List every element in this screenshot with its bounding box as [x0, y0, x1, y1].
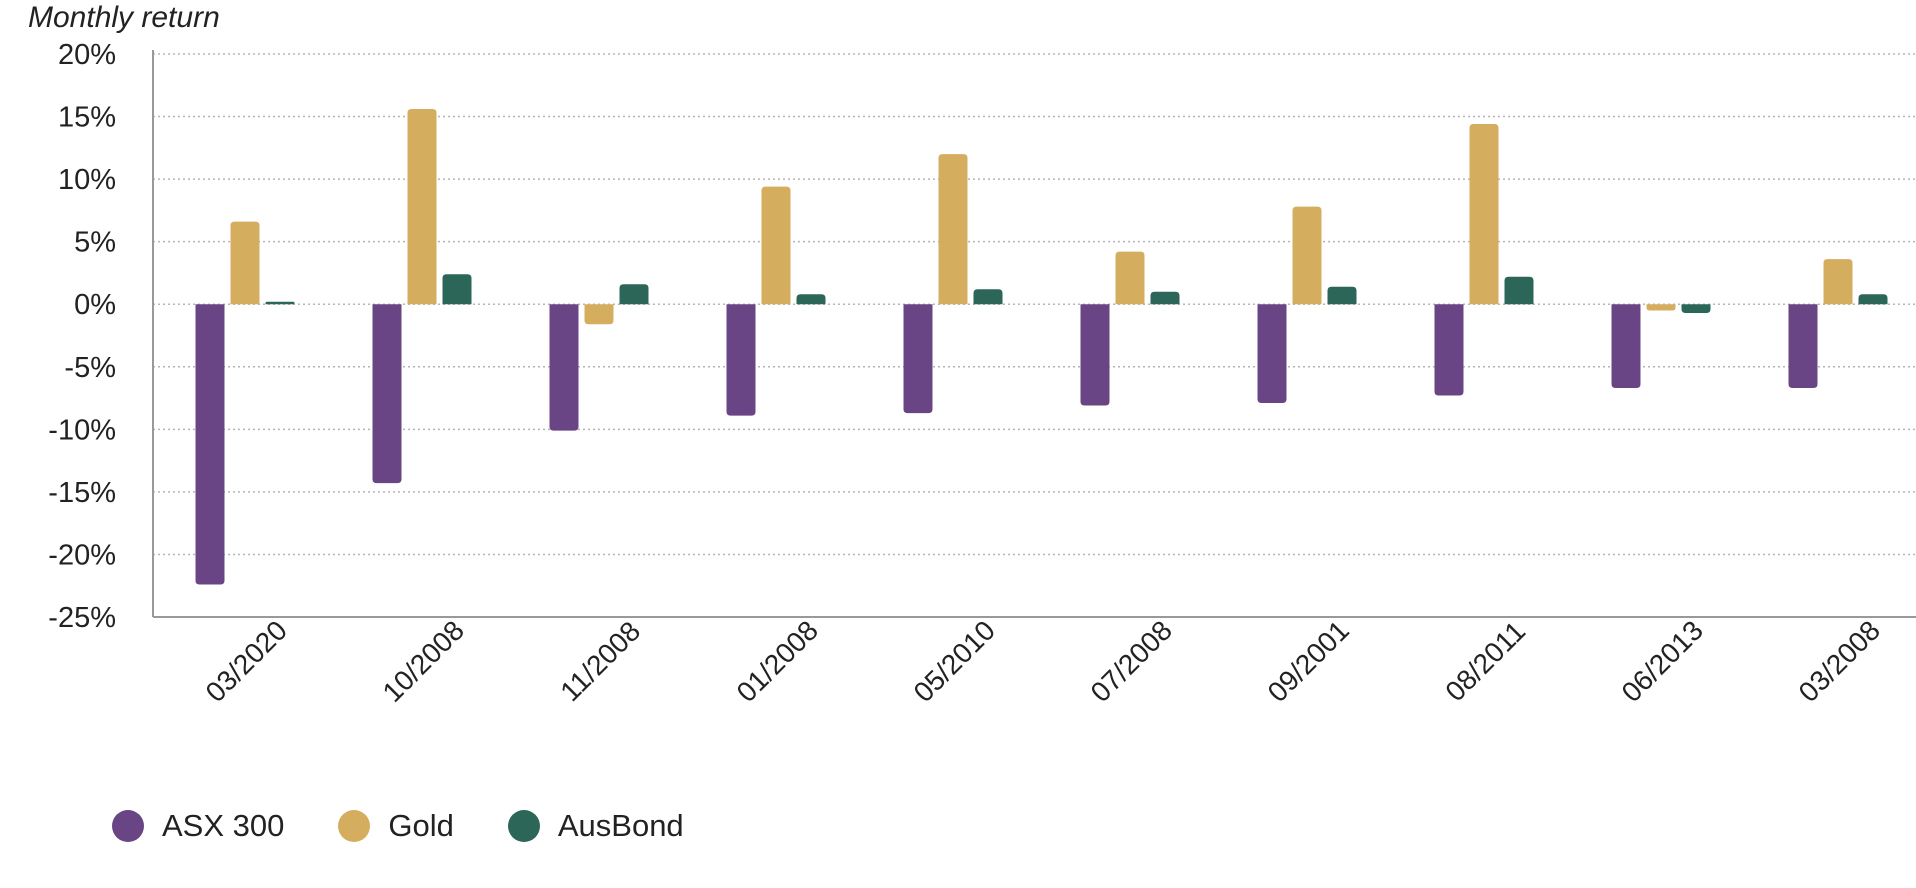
y-tick-label: 5%	[74, 227, 116, 259]
bar-ausbond	[619, 284, 649, 305]
bar-ausbond	[973, 289, 1003, 305]
legend-item-ausbond: AusBond	[507, 808, 684, 844]
bar-gold	[1115, 251, 1145, 305]
bar-gold	[1469, 124, 1499, 305]
y-tick-label: -20%	[48, 539, 116, 571]
bar-asx-300	[1434, 304, 1464, 396]
y-tick-label: -25%	[48, 602, 116, 634]
legend-label-asx-300: ASX 300	[162, 808, 285, 843]
y-tick-label: 15%	[58, 102, 116, 134]
legend-swatch-gold	[338, 810, 371, 842]
y-tick-label: -10%	[48, 414, 116, 446]
bar-ausbond	[1681, 304, 1711, 313]
x-tick-label: 10/2008	[377, 615, 470, 708]
x-tick-label: 11/2008	[554, 615, 646, 707]
legend-label-gold: Gold	[388, 808, 454, 843]
bar-gold	[761, 186, 791, 305]
x-axis-ticks: 03/2020 10/2008 11/2008 01/2008 05/2010 07/20…	[200, 615, 1886, 708]
bar-gold	[230, 221, 260, 305]
legend-swatch-ausbond	[507, 810, 540, 842]
legend-label-ausbond: AusBond	[557, 808, 684, 843]
y-axis-title: Monthly return	[28, 1, 220, 34]
bar-ausbond	[1858, 294, 1888, 305]
x-tick-label: 09/2001	[1262, 615, 1355, 708]
y-tick-label: 10%	[58, 164, 116, 196]
bar-asx-300	[903, 304, 933, 414]
bar-asx-300	[1080, 304, 1110, 406]
x-tick-label: 08/2011	[1439, 615, 1531, 707]
bar-asx-300	[1788, 304, 1818, 389]
x-tick-label: 01/2008	[731, 615, 824, 708]
x-tick-label: 05/2010	[908, 615, 1001, 708]
legend-swatch-asx-300	[112, 810, 144, 842]
bar-asx-300	[549, 304, 579, 431]
y-tick-label: -15%	[48, 477, 116, 509]
bar-asx-300	[1611, 304, 1641, 389]
gridlines	[153, 53, 1916, 556]
legend-item-asx-300: ASX 300	[112, 808, 284, 844]
axes	[152, 50, 1916, 618]
x-tick-label: 06/2013	[1616, 615, 1709, 708]
y-tick-label: 20%	[58, 39, 116, 71]
legend: ASX 300 Gold AusBond	[112, 808, 684, 844]
bar-gold	[938, 154, 968, 305]
bar-gold	[1646, 304, 1676, 311]
x-tick-label: 03/2020	[200, 615, 293, 708]
y-axis-ticks: 20% 15% 10% 5% 0% -5% -10% -15% -20% -25%	[48, 39, 116, 634]
bar-ausbond	[796, 294, 826, 305]
bar-ausbond	[1150, 291, 1180, 305]
bar-asx-300	[372, 304, 402, 484]
bar-gold	[1823, 259, 1853, 305]
y-tick-label: -5%	[64, 352, 116, 384]
bar-ausbond	[1327, 286, 1357, 305]
bar-ausbond	[1504, 276, 1534, 305]
bar-asx-300	[726, 304, 756, 416]
y-tick-label: 0%	[74, 289, 116, 321]
bar-ausbond	[442, 274, 472, 305]
bars	[195, 109, 1888, 585]
bar-gold	[1292, 206, 1322, 305]
bar-ausbond	[265, 301, 295, 305]
legend-item-gold: Gold	[338, 808, 454, 844]
bar-asx-300	[1257, 304, 1287, 404]
bar-gold	[407, 109, 437, 305]
bar-asx-300	[195, 304, 225, 585]
x-tick-label: 07/2008	[1085, 615, 1178, 708]
x-tick-label: 03/2008	[1793, 615, 1886, 708]
bar-gold	[584, 304, 614, 325]
